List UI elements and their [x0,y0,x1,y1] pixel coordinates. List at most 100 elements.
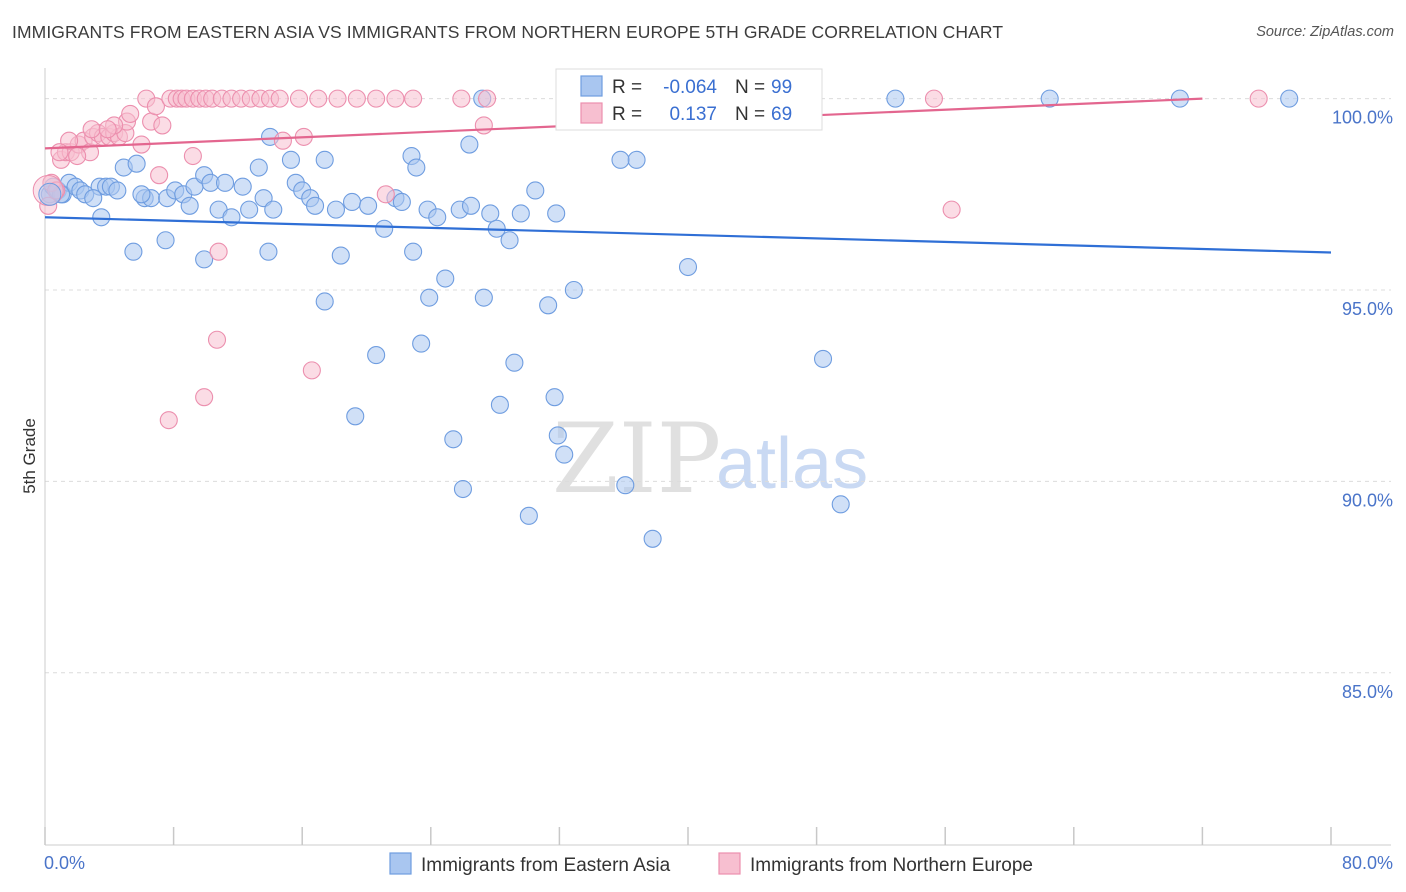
point-pink-61 [195,388,214,407]
point-blue-47 [481,204,500,223]
point-pink-60 [302,361,321,380]
stats-swatch-blue [580,75,603,97]
data-points [32,89,1299,548]
point-blue-71 [315,292,334,311]
point-blue-50 [511,204,530,223]
point-blue-35 [326,200,346,219]
point-blue-51 [526,181,545,200]
point-blue-22 [215,173,235,192]
point-blue-60 [1040,89,1059,108]
point-blue-93 [132,185,151,204]
legend: Immigrants from Eastern Asia Immigrants … [389,852,1033,876]
point-blue-62 [1280,89,1299,108]
y-tick-label-0: 100.0% [1332,108,1393,128]
stats-r-label-blue: R = [612,77,642,98]
point-blue-68 [331,246,350,265]
point-blue-76 [564,280,583,300]
stats-n-value-blue: 99 [771,77,792,98]
point-blue-98 [84,189,103,208]
axes [44,68,1391,846]
point-blue-79 [505,353,524,372]
point-blue-63 [92,208,111,227]
point-blue-29 [281,150,300,169]
point-blue-90 [643,529,662,548]
point-blue-82 [346,407,365,426]
point-blue-67 [259,242,278,261]
point-blue-66 [195,250,214,269]
point-pink-21 [146,97,165,116]
x-tick-label-1: 80.0% [1342,853,1393,873]
point-pink-68 [98,120,117,139]
legend-label-eastern-asia: Immigrants from Eastern Asia [421,855,671,876]
point-pink-39 [309,89,328,108]
chart-title: IMMIGRANTS FROM EASTERN ASIA VS IMMIGRAN… [12,22,1004,42]
point-blue-74 [474,288,493,307]
y-tick-label-2: 90.0% [1342,490,1393,510]
point-pink-38 [289,89,309,108]
legend-label-northern-europe: Immigrants from Northern Europe [750,855,1033,876]
point-blue-64 [124,242,143,261]
point-pink-40 [328,89,347,108]
point-blue-33 [306,196,325,215]
stats-r-value-blue: -0.064 [663,77,717,98]
point-blue-11 [127,154,146,173]
point-blue-26 [249,158,268,177]
stats-r-value-pink: 0.137 [669,104,717,125]
point-blue-89 [616,476,635,495]
y-tick-label-3: 85.0% [1342,682,1393,702]
point-pink-51 [273,131,292,150]
stats-n-label-blue: N = [735,77,765,98]
point-pink-59 [207,330,227,349]
point-blue-78 [412,334,431,353]
tick-labels: 100.0% 95.0% 90.0% 85.0% 0.0% 80.0% [44,108,1393,873]
watermark-atlas: atlas [716,424,868,504]
point-blue-42 [407,158,426,177]
y-tick-label-1: 95.0% [1342,299,1393,319]
point-pink-37 [270,89,289,108]
point-blue-77 [367,346,386,365]
watermark-zip: ZIP [552,403,721,515]
point-blue-91 [831,495,850,514]
point-blue-59 [886,89,905,108]
point-blue-17 [180,196,199,215]
point-blue-84 [444,430,463,449]
point-blue-40 [392,192,411,212]
point-pink-63 [82,120,101,139]
point-blue-24 [233,177,252,196]
point-blue-38 [375,219,394,238]
point-blue-83 [545,388,564,407]
point-blue-25 [240,200,259,219]
point-blue-69 [404,242,423,261]
point-blue-49 [500,231,519,250]
stats-n-value-pink: 69 [771,104,792,125]
point-pink-54 [474,116,493,135]
point-blue-70 [678,257,698,277]
stats-n-label-pink: N = [735,104,765,125]
point-pink-58 [942,200,961,219]
stats-r-label-pink: R = [612,104,642,125]
point-blue-81 [490,395,509,414]
point-pink-53 [183,146,202,166]
point-pink-56 [150,166,169,185]
point-blue-34 [315,150,334,169]
point-pink-49 [1249,89,1268,108]
point-blue-85 [548,426,567,445]
point-blue-75 [539,296,558,315]
point-blue-52 [547,204,566,223]
point-pink-50 [404,89,423,108]
trend-line-blue [44,216,1332,254]
point-blue-73 [436,269,455,288]
point-blue-37 [359,196,378,215]
point-pink-22 [153,116,172,135]
point-blue-87 [453,479,473,499]
point-pink-17 [121,104,140,123]
point-blue-28 [264,200,283,219]
point-pink-62 [159,411,178,430]
point-blue-88 [519,506,538,525]
point-blue-97 [611,150,630,169]
point-pink-55 [376,185,395,204]
point-blue-95 [108,181,127,200]
stats-box: R = -0.064 N = 99 R = 0.137 N = 69 [555,68,823,131]
point-blue-36 [342,192,362,212]
